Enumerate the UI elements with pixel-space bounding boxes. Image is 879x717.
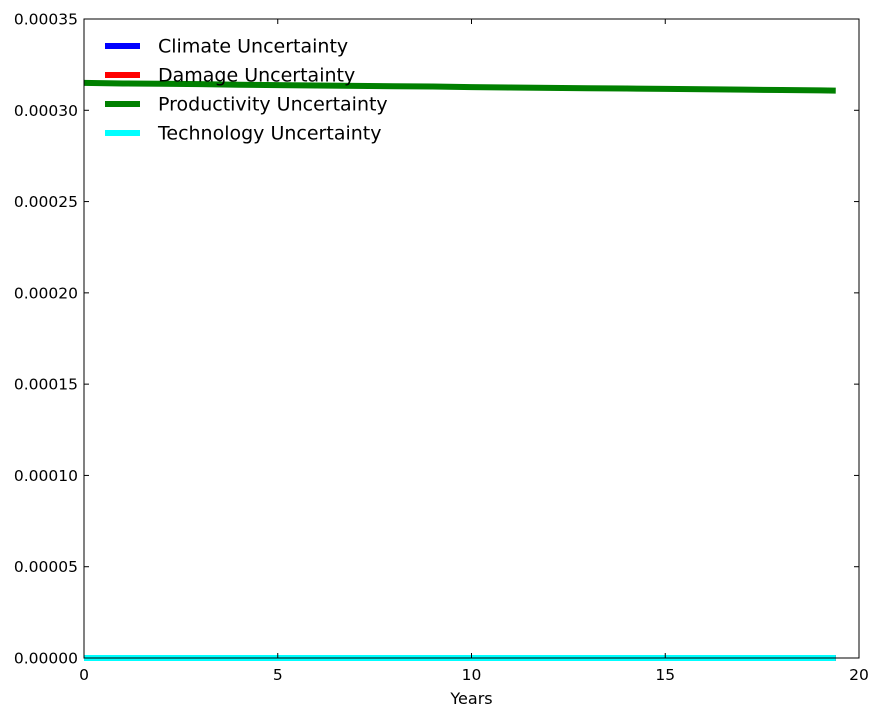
y-tick-label: 0.00005 [14, 558, 78, 576]
legend-label-1: Damage Uncertainty [158, 65, 355, 87]
y-tick-label: 0.00015 [14, 376, 78, 394]
x-axis-title: Years [449, 689, 492, 708]
legend-label-2: Productivity Uncertainty [158, 94, 388, 116]
x-tick-label: 15 [655, 666, 675, 684]
x-tick-label: 5 [273, 666, 283, 684]
x-tick-label: 10 [462, 666, 482, 684]
y-tick-label: 0.00025 [14, 193, 78, 211]
y-tick-label: 0.00035 [14, 11, 78, 29]
x-tick-label: 20 [849, 666, 869, 684]
y-tick-label: 0.00030 [14, 102, 78, 120]
series-line-2 [83, 79, 836, 94]
ticks-layer: 0 5 10 15 20 0.00000 0.00005 0.00010 0.00015 0.00… [14, 11, 869, 685]
legend-label-3: Technology Uncertainty [157, 123, 381, 145]
x-tick-label: 0 [79, 666, 89, 684]
legend: Climate Uncertainty Damage Uncertainty Pro… [105, 36, 388, 145]
y-tick-label: 0.00010 [14, 467, 78, 485]
y-tick-label: 0.00020 [14, 284, 78, 302]
legend-label-0: Climate Uncertainty [158, 36, 348, 58]
y-tick-label: 0.00000 [14, 650, 78, 668]
series-layer [83, 79, 836, 661]
